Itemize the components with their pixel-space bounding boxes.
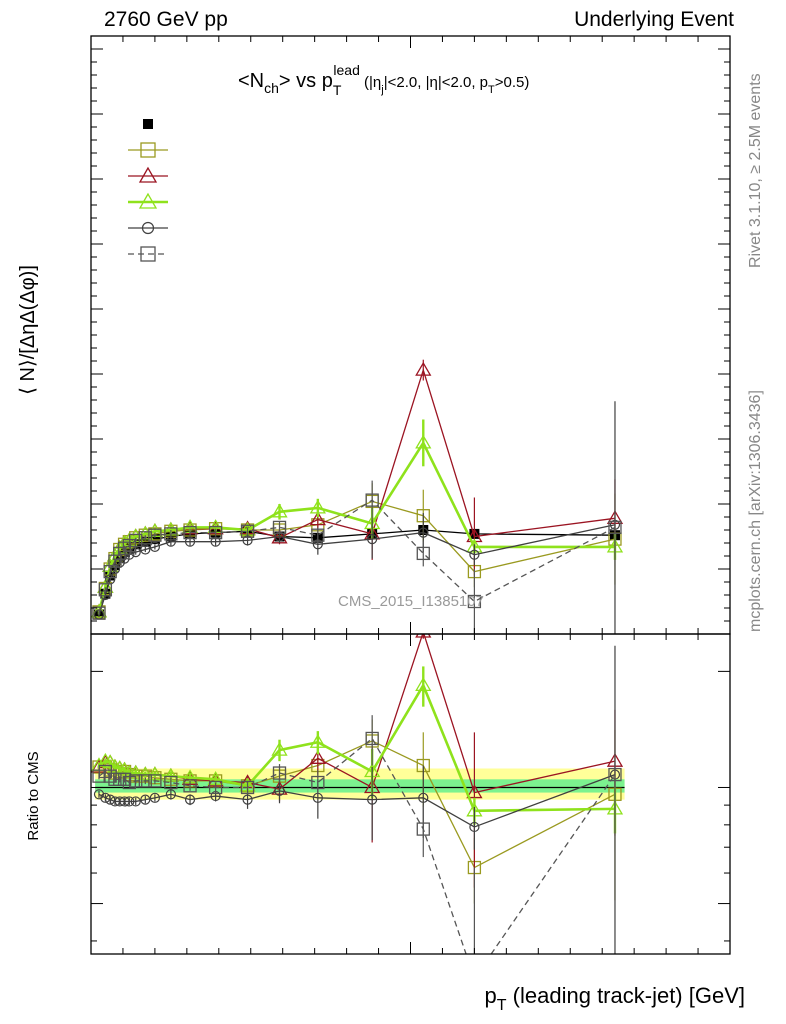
main-p2010-point bbox=[148, 528, 162, 542]
main-p2010-point bbox=[311, 528, 325, 542]
ratio-p2010-point bbox=[129, 774, 143, 788]
ratio-p380-point bbox=[309, 733, 326, 748]
main-p2010-point bbox=[416, 546, 430, 561]
main-cms-point bbox=[149, 534, 160, 545]
main-p2010-point bbox=[117, 541, 132, 555]
ratio-p380-point bbox=[415, 677, 432, 691]
ratio-p0-point bbox=[93, 789, 105, 800]
ratio-p2010-point bbox=[164, 775, 178, 790]
main-p2010-point bbox=[103, 564, 117, 579]
ratio-p350-line bbox=[98, 740, 616, 869]
main-p0-point bbox=[367, 533, 378, 545]
ratio-p2010-point bbox=[183, 779, 197, 793]
main-p0-point bbox=[469, 549, 480, 560]
ratio-p0-point bbox=[124, 796, 135, 807]
main-p0-point bbox=[242, 535, 253, 546]
ratio-p2010-point bbox=[416, 822, 430, 836]
title-cuts-c: >0.5) bbox=[495, 74, 530, 91]
ratio-p2010-point bbox=[208, 780, 223, 795]
main-p2010-point bbox=[365, 493, 379, 507]
ratio-p0-point bbox=[184, 794, 196, 805]
x-axis-label-rest: (leading track-jet) [GeV] bbox=[507, 983, 745, 1008]
ratio-p0-point bbox=[165, 789, 176, 800]
main-p0-point bbox=[140, 544, 151, 555]
main-p2010-point bbox=[608, 520, 622, 535]
legend-cms-marker bbox=[143, 119, 153, 129]
ratio-p0-point bbox=[149, 792, 160, 803]
ratio-p370-point bbox=[415, 634, 432, 638]
main-p2010-point bbox=[92, 606, 106, 620]
header-left: 2760 GeV pp bbox=[104, 8, 228, 31]
title-cuts-a: (|η bbox=[360, 74, 381, 91]
main-p2010-point bbox=[98, 583, 113, 597]
main-p2010-line bbox=[98, 499, 616, 614]
chart-title-part-a: <Nch> vs pTlead (|ηj|<2.0, |η|<2.0, pT>0… bbox=[238, 62, 529, 98]
x-axis-label-sub: T bbox=[497, 997, 507, 1014]
ratio-p2010-point bbox=[311, 775, 325, 790]
main-p2010-point bbox=[183, 525, 197, 540]
ratio-p2010-point bbox=[138, 774, 152, 788]
title-sub-t: T bbox=[333, 82, 342, 98]
ratio-p0-point bbox=[367, 794, 378, 805]
ratio-p0-point bbox=[418, 792, 429, 803]
main-p2010-point bbox=[208, 525, 223, 540]
main-p370-line bbox=[98, 367, 616, 613]
legend-p370-marker bbox=[138, 166, 158, 183]
title-sub-j: j bbox=[380, 84, 383, 96]
main-p0-point bbox=[149, 541, 160, 553]
main-p370-point bbox=[309, 511, 326, 526]
y-axis-label-main: ⟨ N⟩/[ΔηΔ(Δφ)] bbox=[17, 265, 39, 395]
title-cuts-b: |<2.0, |η|<2.0, p bbox=[384, 74, 488, 91]
main-p2010-point bbox=[164, 527, 178, 541]
ratio-p370-point bbox=[466, 784, 483, 799]
ratio-p2010-point bbox=[98, 764, 113, 779]
header-right: Underlying Event bbox=[574, 8, 734, 31]
main-p2010-point bbox=[240, 524, 255, 538]
legend-p350-marker bbox=[140, 142, 156, 158]
ratio-p2010-point bbox=[148, 774, 162, 788]
main-p0-point bbox=[210, 536, 221, 547]
x-axis-label: pT (leading track-jet) [GeV] bbox=[485, 983, 745, 1014]
ratio-p380-point bbox=[97, 752, 114, 767]
main-p380-point bbox=[415, 434, 432, 449]
watermark: CMS_2015_I1385107 bbox=[338, 593, 484, 610]
ratio-p0-point bbox=[130, 796, 141, 807]
main-p2010-point bbox=[129, 533, 143, 548]
y-axis-label-ratio: Ratio to CMS bbox=[25, 751, 42, 840]
main-p2010-point bbox=[108, 554, 122, 568]
ratio-p2010-point bbox=[272, 766, 287, 780]
legend-p2010-marker bbox=[140, 246, 156, 262]
title-vs: > vs p bbox=[279, 70, 333, 92]
title-sub-ch: ch bbox=[264, 80, 279, 96]
main-p2010-point bbox=[272, 520, 287, 535]
main-p380-point bbox=[309, 499, 326, 514]
main-p2010-point bbox=[467, 594, 482, 609]
main-p2010-point bbox=[113, 546, 127, 561]
ratio-p370-line bbox=[98, 634, 616, 794]
ratio-p2010-point bbox=[103, 769, 117, 783]
ratio-p0-point bbox=[140, 794, 151, 805]
ratio-p2010-point bbox=[117, 772, 132, 786]
ratio-p0-point bbox=[242, 794, 253, 805]
ratio-p0-point bbox=[469, 821, 480, 833]
main-p370-point bbox=[415, 361, 432, 376]
ratio-p2010-point bbox=[365, 731, 379, 746]
ratio-p2010-point bbox=[608, 767, 622, 782]
main-p0-point bbox=[418, 527, 429, 538]
legend-p0-marker bbox=[141, 221, 155, 235]
ratio-p370-point bbox=[309, 750, 326, 764]
main-p380-point bbox=[271, 503, 288, 518]
title-sub-t2: T bbox=[488, 84, 495, 96]
main-p0-point bbox=[184, 536, 196, 547]
ratio-p2010-point bbox=[468, 972, 480, 984]
main-p2010-point bbox=[138, 531, 152, 545]
ratio-p380-point bbox=[271, 741, 288, 756]
ratio-p0-point bbox=[274, 785, 285, 796]
ratio-p2010-point bbox=[240, 780, 255, 795]
title-sup-lead: lead bbox=[333, 62, 359, 78]
legend-p380-marker bbox=[138, 192, 158, 209]
